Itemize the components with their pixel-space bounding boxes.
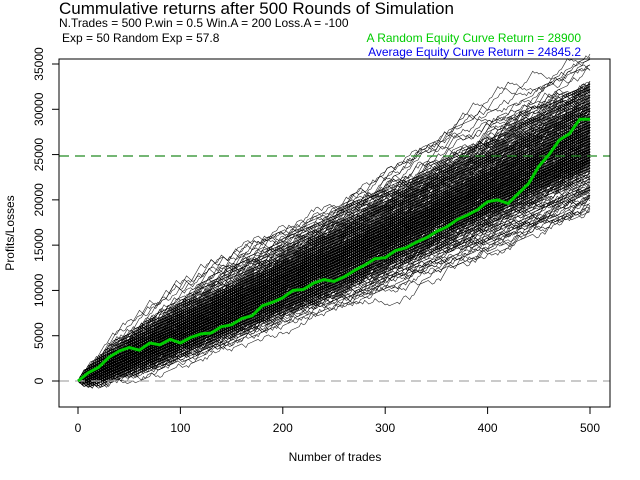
simulation-curve: [77, 103, 591, 382]
simulation-curve: [77, 83, 591, 382]
simulation-curve: [77, 143, 591, 385]
simulation-curve: [77, 113, 591, 382]
y-tick-label: 25000: [32, 138, 46, 172]
simulation-curve: [77, 165, 591, 383]
simulation-curve: [77, 107, 591, 382]
simulation-curve: [77, 157, 591, 382]
simulation-curve: [77, 83, 591, 383]
simulation-curve: [77, 143, 591, 382]
simulation-curve: [77, 159, 591, 384]
simulation-curve: [77, 151, 591, 382]
y-tick-label: 15000: [32, 228, 46, 262]
simulation-curve: [77, 150, 591, 382]
y-axis-label: Profits/Losses: [3, 195, 17, 270]
simulation-curve: [77, 159, 591, 384]
simulation-curve: [77, 113, 591, 382]
simulation-curve: [77, 159, 591, 385]
simulation-curve: [77, 160, 591, 385]
simulation-curve: [77, 151, 591, 382]
simulation-curve: [77, 157, 591, 382]
simulation-curve: [77, 83, 591, 383]
simulation-curve: [77, 102, 591, 382]
simulation-curve: [77, 151, 591, 382]
simulation-curve: [77, 157, 591, 382]
simulation-curve: [77, 151, 591, 382]
simulation-curve: [77, 154, 591, 384]
simulation-curve: [77, 113, 591, 382]
y-tick-label: 20000: [32, 183, 46, 217]
simulation-curves: [77, 53, 591, 389]
simulation-curve: [77, 154, 591, 385]
simulation-curve: [77, 68, 591, 384]
simulation-curve: [77, 108, 591, 382]
simulation-curve: [77, 157, 591, 382]
y-axis: 0 5000 10000 15000 20000 25000 30000 35000: [32, 47, 60, 384]
simulation-curve: [77, 154, 591, 385]
x-tick-label: 300: [375, 421, 395, 435]
simulation-curve: [77, 185, 591, 386]
x-tick-label: 100: [170, 421, 190, 435]
x-tick-label: 500: [580, 421, 600, 435]
y-tick-label: 10000: [32, 273, 46, 307]
simulation-curve: [77, 143, 591, 385]
simulation-curve: [77, 102, 591, 382]
simulation-curve: [77, 154, 591, 386]
simulation-curve: [77, 58, 591, 384]
simulation-curve: [77, 195, 591, 382]
y-tick-label: 5000: [32, 322, 46, 349]
simulation-curve: [77, 157, 591, 382]
simulation-curve: [77, 195, 591, 382]
simulation-curve: [77, 157, 591, 382]
x-tick-label: 400: [478, 421, 498, 435]
simulation-curve: [77, 151, 591, 382]
params-line-1: N.Trades = 500 P.win = 0.5 Win.A = 200 L…: [59, 16, 349, 30]
params-line-2: Exp = 50 Random Exp = 57.8: [62, 31, 220, 45]
simulation-curve: [77, 165, 591, 385]
simulation-curve: [77, 113, 591, 382]
simulation-curve: [77, 151, 591, 382]
random-equity-curve: [77, 117, 590, 383]
simulation-curve: [77, 118, 591, 387]
random-return-annotation: A Random Equity Curve Return = 28900: [367, 31, 582, 45]
simulation-curve: [77, 151, 591, 383]
simulation-curve: [77, 151, 591, 382]
y-tick-label: 0: [32, 377, 46, 384]
simulation-curve: [77, 102, 591, 382]
simulation-curve: [77, 151, 591, 382]
x-tick-label: 200: [273, 421, 293, 435]
simulation-curve: [77, 102, 591, 382]
simulation-curve: [77, 151, 591, 382]
simulation-curve: [77, 105, 591, 382]
simulation-curve: [77, 89, 591, 384]
simulation-curve: [77, 156, 591, 382]
chart-title: Cummulative returns after 500 Rounds of …: [59, 0, 454, 18]
x-axis: 0 100 200 300 400 500: [75, 406, 600, 435]
simulation-curve: [77, 118, 591, 386]
average-return-annotation: Average Equity Curve Return = 24845.2: [368, 45, 581, 59]
simulation-curve: [77, 169, 591, 384]
simulation-curve: [77, 159, 591, 384]
simulation-curve: [77, 103, 591, 382]
x-tick-label: 0: [75, 421, 82, 435]
simulation-curve: [77, 103, 591, 382]
simulation-curve: [77, 102, 591, 382]
simulation-curve: [77, 159, 591, 384]
x-axis-label: Number of trades: [289, 450, 382, 464]
simulation-curve: [77, 102, 591, 384]
y-tick-label: 35000: [32, 47, 46, 81]
simulation-curve: [77, 150, 591, 382]
simulation-curve: [77, 159, 591, 384]
y-tick-label: 30000: [32, 92, 46, 126]
